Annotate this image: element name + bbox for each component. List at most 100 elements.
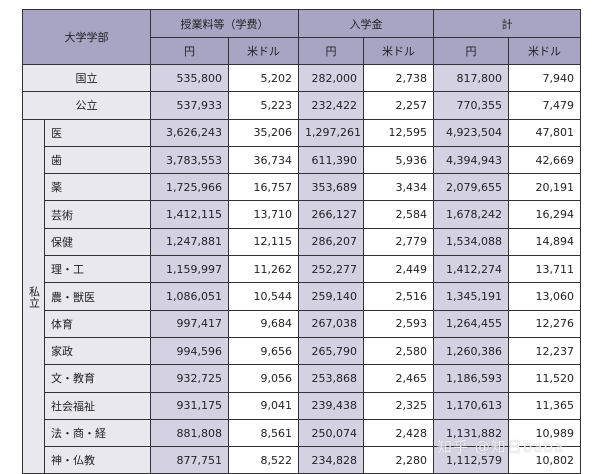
- entrance-usd: 5,936: [363, 145, 434, 175]
- table-row-private: 農・獣医 1,086,051 10,544 259,140 2,516 1,345,191…: [23, 282, 581, 311]
- subheader-entrance-yen: 円: [298, 37, 364, 65]
- subheader-tuition-yen: 円: [150, 37, 229, 65]
- table-row-private: 体育 997,417 9,684 267,038 2,593 1,264,455 12,27…: [23, 309, 581, 338]
- table-row-private: 神・仏教 877,751 8,522 234,828 2,280 1,112,579 10,…: [23, 446, 581, 474]
- row-label: 薬: [44, 173, 151, 202]
- tuition-usd: 9,656: [228, 336, 299, 366]
- total-usd: 7,940: [508, 63, 581, 93]
- entrance-yen: 239,438: [298, 391, 364, 420]
- entrance-yen: 353,689: [298, 173, 364, 202]
- tuition-usd: 9,056: [228, 364, 299, 393]
- entrance-usd: 2,593: [363, 309, 434, 338]
- entrance-yen: 1,297,261: [298, 118, 364, 147]
- tuition-yen: 537,933: [150, 91, 229, 120]
- total-yen: 1,264,455: [433, 309, 509, 338]
- tuition-usd: 5,223: [228, 91, 299, 120]
- total-yen: 1,186,593: [433, 364, 509, 393]
- tuition-usd: 9,684: [228, 309, 299, 338]
- entrance-usd: 2,325: [363, 391, 434, 420]
- tuition-yen: 3,626,243: [150, 118, 229, 147]
- row-label: 芸術: [44, 200, 151, 229]
- row-label: 神・仏教: [44, 446, 151, 474]
- tuition-fee-table: 大学学部 授業料等（学费） 入学金 計 円 米ドル 円 米ドル 円 米ドル 国立…: [22, 9, 581, 474]
- tuition-usd: 35,206: [228, 118, 299, 147]
- entrance-usd: 2,580: [363, 336, 434, 366]
- subheader-entrance-usd: 米ドル: [363, 37, 434, 65]
- row-label: 体育: [44, 309, 151, 338]
- tuition-yen: 931,175: [150, 391, 229, 420]
- entrance-usd: 2,516: [363, 282, 434, 311]
- total-yen: 1,260,386: [433, 336, 509, 366]
- table-row-private: 芸術 1,412,115 13,710 266,127 2,584 1,678,242 16…: [23, 200, 581, 229]
- private-group-label: 私立: [22, 118, 45, 474]
- total-usd: 12,237: [508, 336, 581, 366]
- row-label: 農・獣医: [44, 282, 151, 311]
- entrance-yen: 250,074: [298, 418, 364, 448]
- entrance-usd: 2,584: [363, 200, 434, 229]
- total-yen: 4,394,943: [433, 145, 509, 175]
- entrance-yen: 234,828: [298, 446, 364, 474]
- tuition-yen: 1,412,115: [150, 200, 229, 229]
- row-label: 国立: [22, 63, 151, 93]
- table-row-private: 保健 1,247,881 12,115 286,207 2,779 1,534,088 14…: [23, 227, 581, 257]
- tuition-yen: 1,725,966: [150, 173, 229, 202]
- row-label: 社会福祉: [44, 391, 151, 420]
- entrance-yen: 232,422: [298, 91, 364, 120]
- tuition-usd: 13,710: [228, 200, 299, 229]
- row-label: 保健: [44, 227, 151, 257]
- tuition-usd: 12,115: [228, 227, 299, 257]
- total-usd: 12,276: [508, 309, 581, 338]
- entrance-yen: 253,868: [298, 364, 364, 393]
- table-row-private: 文・教育 932,725 9,056 253,868 2,465 1,186,593 11,…: [23, 364, 581, 393]
- table-row-private: 法・商・経 881,808 8,561 250,074 2,428 1,131,882 10…: [23, 418, 581, 448]
- total-yen: 1,131,882: [433, 418, 509, 448]
- entrance-usd: 2,449: [363, 255, 434, 284]
- row-label: 法・商・経: [44, 418, 151, 448]
- entrance-usd: 2,280: [363, 446, 434, 474]
- total-yen: 1,678,242: [433, 200, 509, 229]
- header-total: 計: [433, 9, 581, 38]
- row-label: 家政: [44, 336, 151, 366]
- subheader-tuition-usd: 米ドル: [228, 37, 299, 65]
- table-row-national: 国立 535,800 5,202 282,000 2,738 817,800 7…: [22, 63, 581, 93]
- row-label: 歯: [44, 145, 151, 175]
- row-label: 理・工: [44, 255, 151, 284]
- tuition-usd: 8,561: [228, 418, 299, 448]
- total-usd: 10,802: [508, 446, 581, 474]
- subheader-total-yen: 円: [433, 37, 509, 65]
- entrance-usd: 2,738: [363, 63, 434, 93]
- total-usd: 13,711: [508, 255, 581, 284]
- entrance-usd: 2,428: [363, 418, 434, 448]
- total-usd: 13,060: [508, 282, 581, 311]
- tuition-yen: 877,751: [150, 446, 229, 474]
- total-yen: 4,923,504: [433, 118, 509, 147]
- entrance-usd: 3,434: [363, 173, 434, 202]
- total-yen: 2,079,655: [433, 173, 509, 202]
- entrance-yen: 267,038: [298, 309, 364, 338]
- total-yen: 1,112,579: [433, 446, 509, 474]
- total-usd: 14,894: [508, 227, 581, 257]
- table-row-public: 公立 537,933 5,223 232,422 2,257 770,355 7…: [22, 91, 581, 120]
- entrance-yen: 259,140: [298, 282, 364, 311]
- entrance-yen: 282,000: [298, 63, 364, 93]
- tuition-yen: 997,417: [150, 309, 229, 338]
- total-yen: 817,800: [433, 63, 509, 93]
- table-row-private: 理・工 1,159,997 11,262 252,277 2,449 1,412,274 1…: [23, 255, 581, 284]
- table-row-private: 歯 3,783,553 36,734 611,390 5,936 4,394,943 42,…: [23, 145, 581, 175]
- tuition-yen: 3,783,553: [150, 145, 229, 175]
- entrance-yen: 252,277: [298, 255, 364, 284]
- tuition-yen: 1,086,051: [150, 282, 229, 311]
- tuition-usd: 5,202: [228, 63, 299, 93]
- total-usd: 20,191: [508, 173, 581, 202]
- tuition-usd: 8,522: [228, 446, 299, 474]
- corner-header: 大学学部: [22, 9, 151, 65]
- header-tuition: 授業料等（学费）: [150, 9, 299, 38]
- total-usd: 10,989: [508, 418, 581, 448]
- total-usd: 16,294: [508, 200, 581, 229]
- tuition-usd: 10,544: [228, 282, 299, 311]
- total-usd: 47,801: [508, 118, 581, 147]
- total-usd: 11,365: [508, 391, 581, 420]
- table-row-private: 家政 994,596 9,656 265,790 2,580 1,260,386 12,23…: [23, 336, 581, 366]
- tuition-yen: 1,247,881: [150, 227, 229, 257]
- tuition-yen: 535,800: [150, 63, 229, 93]
